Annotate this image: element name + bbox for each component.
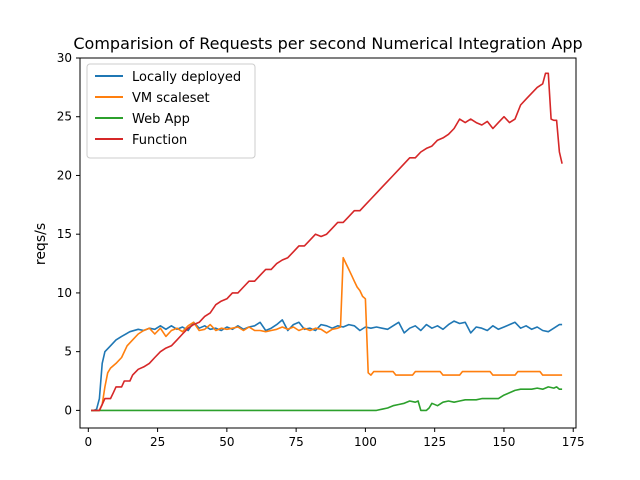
chart-title: Comparision of Requests per second Numer…: [73, 34, 582, 53]
x-tick-label: 175: [562, 435, 585, 449]
series-line-web-app: [91, 386, 563, 412]
legend-label: Web App: [132, 112, 190, 127]
series-line-vm-scaleset: [91, 256, 563, 412]
legend: Locally deployed VM scaleset Web App Functi…: [86, 63, 256, 159]
series-line-function: [91, 72, 563, 412]
axes-frame: [79, 57, 577, 429]
x-tick-label: 0: [84, 435, 92, 449]
x-tick-label: 150: [493, 435, 516, 449]
y-tick-label: 0: [64, 403, 72, 417]
legend-label: Function: [132, 133, 187, 148]
y-tick-label: 15: [57, 227, 72, 241]
x-tick-label: 100: [354, 435, 377, 449]
legend-label: VM scaleset: [132, 91, 210, 106]
y-tick-label: 20: [57, 168, 72, 182]
plot-area: [91, 72, 563, 412]
legend-label: Locally deployed: [132, 70, 241, 85]
x-tick-label: 25: [150, 435, 165, 449]
y-tick-label: 30: [57, 51, 72, 65]
series-line-locally-deployed: [91, 319, 563, 412]
x-tick-label: 75: [288, 435, 303, 449]
x-tick-label: 125: [423, 435, 446, 449]
legend-box: [86, 63, 256, 159]
y-tick-label: 5: [64, 345, 72, 359]
y-axis-label: reqs/s: [33, 223, 49, 265]
y-tick-label: 10: [57, 286, 72, 300]
x-tick-label: 50: [219, 435, 234, 449]
axes-ticks: 0 25 50 75 100 125 150 175 0 5 10 15 20 25 30: [57, 51, 585, 449]
y-tick-label: 25: [57, 110, 72, 124]
